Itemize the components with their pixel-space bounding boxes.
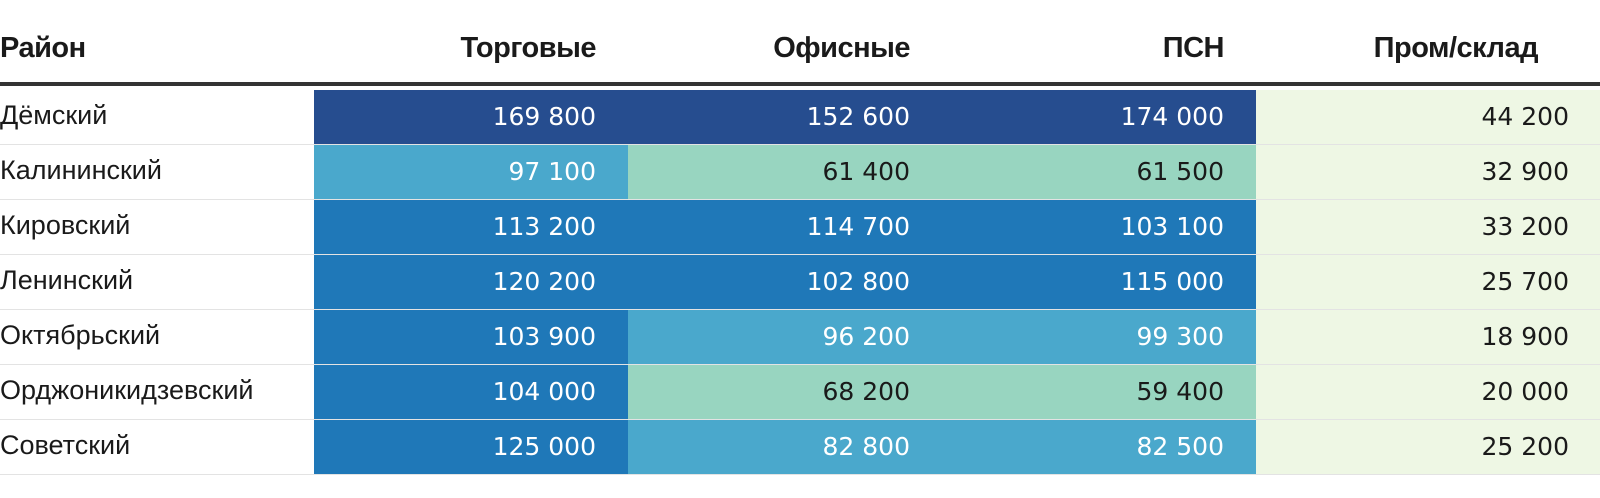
table-row: 104 000 68 200 59 400 20 000 Орджоникидзевск… xyxy=(0,365,1600,420)
cell-value: 18 900 xyxy=(1481,322,1569,351)
cell-value: 82 800 xyxy=(822,432,910,461)
table-row: 125 000 82 800 82 500 25 200 Советский xyxy=(0,420,1600,475)
column-header-district: Район xyxy=(0,32,86,64)
heatmap-cell: 61 500 xyxy=(942,145,1256,200)
cell-value: 169 800 xyxy=(492,102,596,131)
heatmap-cell: 125 000 xyxy=(314,420,628,475)
heatmap-cell: 120 200 xyxy=(314,255,628,310)
heatmap-cell: 59 400 xyxy=(942,365,1256,420)
row-divider xyxy=(0,474,1600,475)
heatmap-cell: 103 900 xyxy=(314,310,628,365)
cell-value: 44 200 xyxy=(1481,102,1569,131)
heatmap-cell: 114 700 xyxy=(628,200,942,255)
column-header-retail: Торговые xyxy=(460,32,597,64)
row-divider xyxy=(0,199,1600,200)
column-header-psn: ПСН xyxy=(1162,32,1225,64)
cell-value: 120 200 xyxy=(492,267,596,296)
heatmap-cell: 82 500 xyxy=(942,420,1256,475)
cell-value: 103 100 xyxy=(1120,212,1224,241)
cell-value: 174 000 xyxy=(1120,102,1224,131)
cell-value: 113 200 xyxy=(492,212,596,241)
heatmap-cell: 102 800 xyxy=(628,255,942,310)
heatmap-cell: 18 900 xyxy=(1256,310,1600,365)
cell-value: 97 100 xyxy=(508,157,596,186)
cell-value: 68 200 xyxy=(822,377,910,406)
heatmap-cell: 169 800 xyxy=(314,90,628,145)
row-label-district: Октябрьский xyxy=(0,320,161,350)
cell-value: 82 500 xyxy=(1136,432,1224,461)
heatmap-cell: 25 700 xyxy=(1256,255,1600,310)
cell-value: 115 000 xyxy=(1120,267,1224,296)
heatmap-cell: 152 600 xyxy=(628,90,942,145)
row-divider xyxy=(0,144,1600,145)
cell-value: 20 000 xyxy=(1481,377,1569,406)
heatmap-cell: 115 000 xyxy=(942,255,1256,310)
heatmap-cell: 44 200 xyxy=(1256,90,1600,145)
table-row: 120 200 102 800 115 000 25 700 Ленинский xyxy=(0,255,1600,310)
heatmap-cell: 82 800 xyxy=(628,420,942,475)
heatmap-cell: 96 200 xyxy=(628,310,942,365)
heatmap-cell: 103 100 xyxy=(942,200,1256,255)
cell-value: 99 300 xyxy=(1136,322,1224,351)
row-divider xyxy=(0,364,1600,365)
cell-value: 114 700 xyxy=(806,212,910,241)
heatmap-cell: 25 200 xyxy=(1256,420,1600,475)
row-label-district: Орджоникидзевский xyxy=(0,375,254,405)
table-row: 113 200 114 700 103 100 33 200 Кировский xyxy=(0,200,1600,255)
heatmap-cell: 20 000 xyxy=(1256,365,1600,420)
table-row: 97 100 61 400 61 500 32 900 Калининский xyxy=(0,145,1600,200)
cell-value: 61 500 xyxy=(1136,157,1224,186)
cell-value: 125 000 xyxy=(492,432,596,461)
row-label-district: Дёмский xyxy=(0,100,108,130)
cell-value: 103 900 xyxy=(492,322,596,351)
heatmap-cell: 32 900 xyxy=(1256,145,1600,200)
heatmap-cell: 99 300 xyxy=(942,310,1256,365)
heatmap-cell: 104 000 xyxy=(314,365,628,420)
cell-value: 102 800 xyxy=(806,267,910,296)
heatmap-cell: 33 200 xyxy=(1256,200,1600,255)
table-row: 103 900 96 200 99 300 18 900 Октябрьский xyxy=(0,310,1600,365)
heatmap-cell: 113 200 xyxy=(314,200,628,255)
column-header-industrial: Пром/склад xyxy=(1373,32,1539,64)
cell-value: 33 200 xyxy=(1481,212,1569,241)
heatmap-cell: 174 000 xyxy=(942,90,1256,145)
row-divider xyxy=(0,309,1600,310)
heatmap-cell: 97 100 xyxy=(314,145,628,200)
table-row: 169 800 152 600 174 000 44 200 Дёмский xyxy=(0,90,1600,145)
cell-value: 25 700 xyxy=(1481,267,1569,296)
cell-value: 96 200 xyxy=(822,322,910,351)
cell-value: 152 600 xyxy=(806,102,910,131)
heatmap-cell: 61 400 xyxy=(628,145,942,200)
cell-value: 32 900 xyxy=(1481,157,1569,186)
row-label-district: Советский xyxy=(0,430,131,460)
table-header: Район Торговые Офисные ПСН Пром/склад xyxy=(0,0,1600,86)
row-divider xyxy=(0,254,1600,255)
column-header-office: Офисные xyxy=(773,32,910,64)
heatmap-cell: 68 200 xyxy=(628,365,942,420)
row-label-district: Ленинский xyxy=(0,265,134,295)
row-label-district: Кировский xyxy=(0,210,131,240)
row-label-district: Калининский xyxy=(0,155,162,185)
cell-value: 104 000 xyxy=(492,377,596,406)
row-divider xyxy=(0,419,1600,420)
cell-value: 25 200 xyxy=(1481,432,1569,461)
cell-value: 59 400 xyxy=(1136,377,1224,406)
cell-value: 61 400 xyxy=(822,157,910,186)
